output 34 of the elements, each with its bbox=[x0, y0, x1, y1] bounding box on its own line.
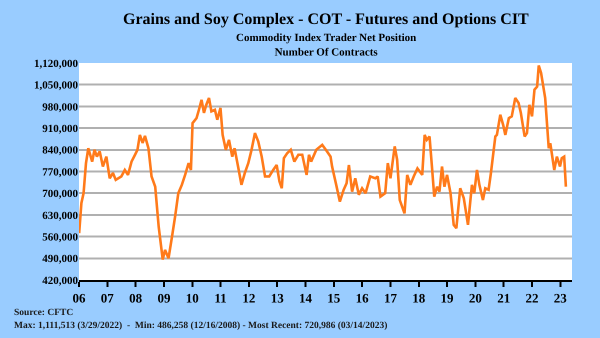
y-tick-label: 1,050,000 bbox=[34, 80, 78, 92]
x-tick-label: 15 bbox=[327, 290, 341, 306]
x-tick-label: 08 bbox=[129, 290, 143, 306]
y-tick-label: 980,000 bbox=[42, 101, 78, 114]
x-tick-label: 22 bbox=[526, 290, 538, 306]
x-tick-label: 14 bbox=[299, 290, 312, 306]
x-tick-label: 12 bbox=[242, 290, 256, 306]
source-note: Source: CFTC bbox=[14, 308, 74, 318]
y-tick-label: 910,000 bbox=[42, 122, 78, 135]
y-tick-label: 770,000 bbox=[42, 166, 78, 178]
y-tick-label: 700,000 bbox=[42, 188, 78, 200]
x-tick-label: 20 bbox=[468, 290, 482, 306]
chart-subtitle: Commodity Index Trader Net Position Number Of Contracts bbox=[236, 32, 416, 58]
x-tick-label: 18 bbox=[412, 290, 426, 306]
y-tick-label: 490,000 bbox=[42, 253, 78, 266]
y-tick-label: 560,000 bbox=[42, 231, 78, 244]
x-tick-label: 06 bbox=[72, 290, 86, 306]
text: Max: 1,111,513 (3/29/2022) - Min: 486,258 (12/16/2008) - Most Recent: 720,986 (03/14/2023) bbox=[14, 321, 388, 331]
chart-title: Grains and Soy Complex - COT - Futures and Options CIT bbox=[123, 11, 530, 28]
x-tick-label: 19 bbox=[440, 290, 454, 306]
y-tick-label: 840,000 bbox=[42, 144, 78, 157]
x-tick-label: 16 bbox=[356, 290, 370, 306]
y-tick-label: 1,120,000 bbox=[34, 58, 78, 70]
y-tick-label: 420,000 bbox=[42, 274, 78, 287]
x-tick-label: 21 bbox=[497, 290, 510, 306]
x-tick-label: 13 bbox=[270, 290, 284, 306]
x-tick-label: 23 bbox=[554, 290, 568, 306]
line-series bbox=[79, 64, 568, 261]
x-tick-label: 17 bbox=[384, 290, 398, 306]
x-tick-label: 10 bbox=[186, 290, 199, 306]
x-tick-label: 07 bbox=[100, 290, 114, 306]
x-tick-label: 09 bbox=[157, 290, 171, 306]
y-tick-label: 630,000 bbox=[42, 210, 78, 222]
x-tick-label: 11 bbox=[214, 290, 227, 306]
